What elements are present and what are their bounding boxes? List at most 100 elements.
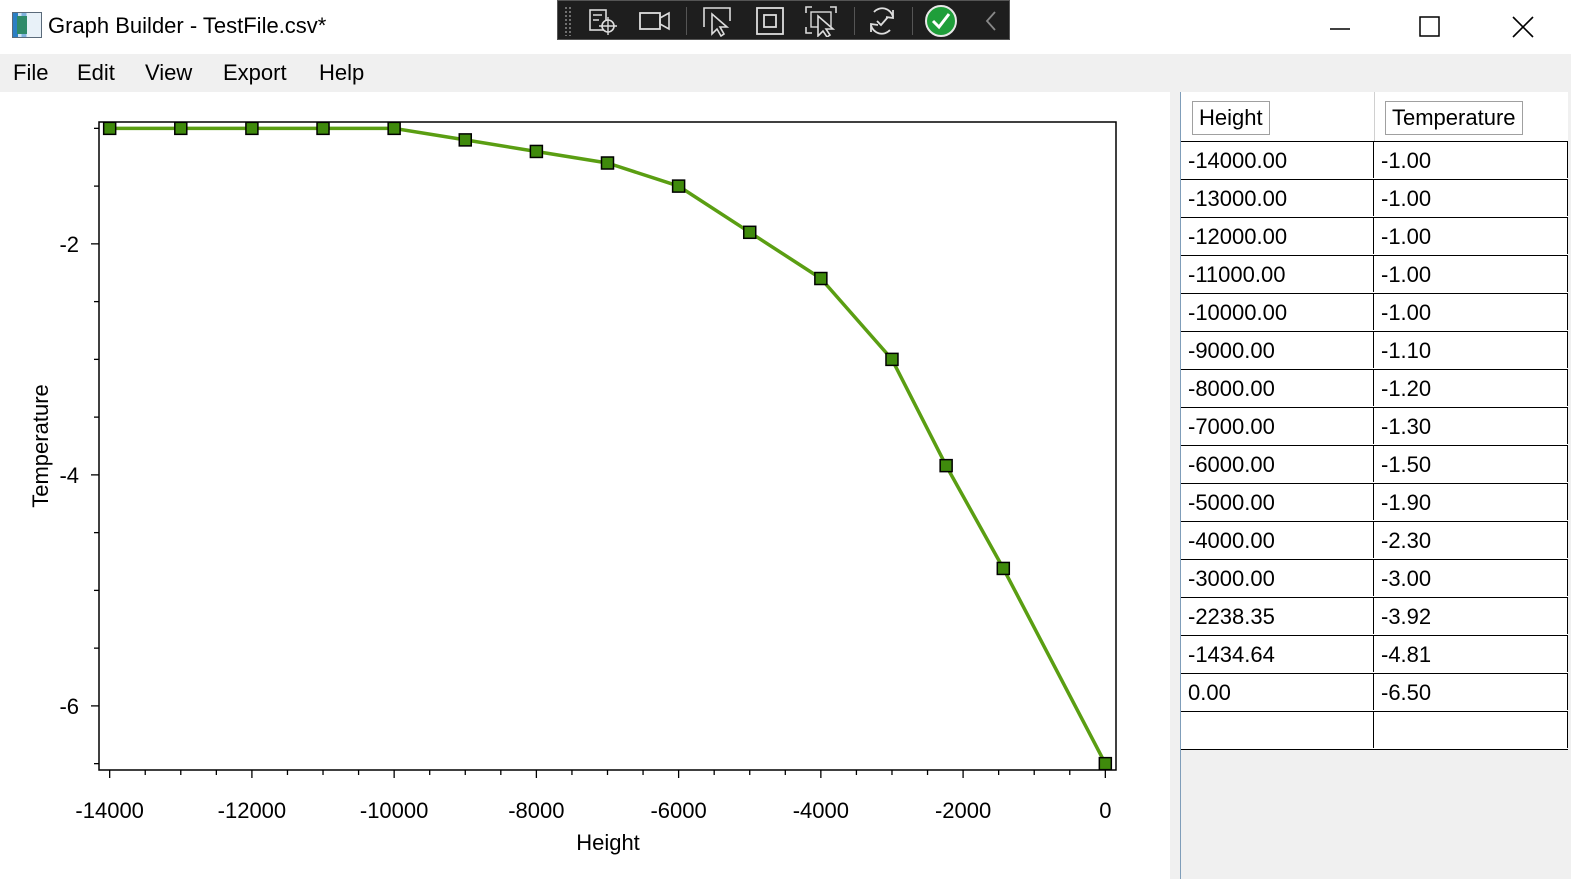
line-chart[interactable]: -14000 -12000 -10000 -8000 -6000 -4000 -2000 0 -… xyxy=(0,92,1170,879)
data-point[interactable] xyxy=(102,121,117,136)
table-row[interactable]: -7000.00 -1.30 xyxy=(1181,408,1568,446)
cell-temperature[interactable]: -1.00 xyxy=(1374,180,1568,216)
cell-height[interactable]: -2238.35 xyxy=(1181,598,1374,634)
data-point[interactable] xyxy=(671,179,686,193)
cell-temperature[interactable]: -3.00 xyxy=(1374,560,1568,596)
collapse-toolbar-button[interactable] xyxy=(974,4,1008,38)
cell-height[interactable]: -4000.00 xyxy=(1181,522,1374,558)
data-point[interactable] xyxy=(742,225,757,240)
cell-height[interactable]: -3000.00 xyxy=(1181,560,1374,596)
record-button[interactable] xyxy=(638,4,672,38)
data-point[interactable] xyxy=(1098,756,1113,771)
data-point[interactable] xyxy=(529,144,544,159)
cell-height[interactable]: -9000.00 xyxy=(1181,332,1374,368)
data-point[interactable] xyxy=(387,121,401,136)
toolbar-grip[interactable] xyxy=(564,6,572,36)
cell-temperature[interactable]: -1.50 xyxy=(1374,446,1568,482)
cell-height[interactable] xyxy=(1181,712,1374,748)
cell-height[interactable]: -11000.00 xyxy=(1181,256,1374,292)
cell-temperature[interactable]: -1.20 xyxy=(1374,370,1568,406)
data-point[interactable] xyxy=(245,121,259,136)
cell-temperature[interactable]: -1.00 xyxy=(1374,256,1568,292)
visual-tree-button[interactable] xyxy=(586,4,620,38)
table-row[interactable]: -11000.00 -1.00 xyxy=(1181,256,1568,294)
table-row[interactable]: -9000.00 -1.10 xyxy=(1181,332,1568,370)
menu-export[interactable]: Export xyxy=(223,60,287,85)
cell-height[interactable]: -6000.00 xyxy=(1181,446,1374,482)
table-row[interactable]: -10000.00 -1.00 xyxy=(1181,294,1568,332)
table-row[interactable]: -13000.00 -1.00 xyxy=(1181,180,1568,218)
maximize-icon xyxy=(1419,16,1440,37)
data-point[interactable] xyxy=(939,458,953,473)
x-axis-label: Height xyxy=(576,830,640,855)
hot-reload-button[interactable] xyxy=(865,4,899,38)
splitter[interactable] xyxy=(1170,92,1180,879)
table-row[interactable]: -6000.00 -1.50 xyxy=(1181,446,1568,484)
column-header-height[interactable]: Height xyxy=(1181,92,1375,141)
cell-temperature[interactable]: -6.50 xyxy=(1374,674,1568,710)
table-row[interactable]: -14000.00 -1.00 xyxy=(1181,142,1568,180)
data-point[interactable] xyxy=(996,561,1011,576)
column-header-temperature[interactable]: Temperature xyxy=(1374,92,1568,141)
data-point[interactable] xyxy=(600,156,615,170)
menu-edit[interactable]: Edit xyxy=(77,60,115,85)
table-row[interactable]: -5000.00 -1.90 xyxy=(1181,484,1568,522)
cell-temperature[interactable]: -4.81 xyxy=(1374,636,1568,672)
data-point[interactable] xyxy=(174,121,188,136)
x-tick-label: -14000 xyxy=(75,798,144,823)
data-point[interactable] xyxy=(458,133,473,147)
cell-temperature[interactable]: -1.00 xyxy=(1374,294,1568,330)
adorner-box-icon xyxy=(756,7,784,35)
series-markers xyxy=(102,121,1113,771)
hot-reload-icon xyxy=(870,7,894,35)
status-ok-button[interactable] xyxy=(924,4,958,38)
table-row[interactable]: -1434.64 -4.81 xyxy=(1181,636,1568,674)
column-header-label: Height xyxy=(1192,101,1270,135)
cell-height[interactable]: -13000.00 xyxy=(1181,180,1374,216)
cell-temperature[interactable] xyxy=(1374,712,1568,748)
cell-height[interactable]: 0.00 xyxy=(1181,674,1374,710)
track-focus-button[interactable] xyxy=(804,4,838,38)
cell-temperature[interactable]: -1.30 xyxy=(1374,408,1568,444)
select-element-button[interactable] xyxy=(700,4,734,38)
cell-height[interactable]: -10000.00 xyxy=(1181,294,1374,330)
menu-view[interactable]: View xyxy=(145,60,193,85)
axis-ticks xyxy=(91,127,1106,778)
close-button[interactable] xyxy=(1477,0,1569,54)
minimize-button[interactable] xyxy=(1294,0,1386,54)
cell-temperature[interactable]: -2.30 xyxy=(1374,522,1568,558)
maximize-button[interactable] xyxy=(1384,0,1476,54)
cell-temperature[interactable]: -3.92 xyxy=(1374,598,1568,634)
cell-temperature[interactable]: -1.90 xyxy=(1374,484,1568,520)
table-row[interactable]: -8000.00 -1.20 xyxy=(1181,370,1568,408)
table-row[interactable] xyxy=(1181,712,1568,750)
menu-file[interactable]: File xyxy=(13,60,49,85)
table-row[interactable]: -3000.00 -3.00 xyxy=(1181,560,1568,598)
data-point[interactable] xyxy=(316,121,330,136)
table-row[interactable]: -2238.35 -3.92 xyxy=(1181,598,1568,636)
data-point[interactable] xyxy=(814,271,828,286)
cell-height[interactable]: -7000.00 xyxy=(1181,408,1374,444)
display-adorners-button[interactable] xyxy=(753,4,787,38)
cell-height[interactable]: -12000.00 xyxy=(1181,218,1374,254)
table-row[interactable]: -4000.00 -2.30 xyxy=(1181,522,1568,560)
cursor-select-icon xyxy=(703,7,731,37)
cell-temperature[interactable]: -1.10 xyxy=(1374,332,1568,368)
x-tick-label: -4000 xyxy=(793,798,849,823)
table-row[interactable]: -12000.00 -1.00 xyxy=(1181,218,1568,256)
cell-height[interactable]: -14000.00 xyxy=(1181,142,1374,178)
cell-height[interactable]: -8000.00 xyxy=(1181,370,1374,406)
cell-temperature[interactable]: -1.00 xyxy=(1374,142,1568,178)
data-grid-pane: Height Temperature -14000.00 -1.00 -13000.… xyxy=(1180,92,1571,879)
menu-help[interactable]: Help xyxy=(319,60,365,85)
table-row[interactable]: 0.00 -6.50 xyxy=(1181,674,1568,712)
x-tick-label: -12000 xyxy=(218,798,287,823)
cell-height[interactable]: -5000.00 xyxy=(1181,484,1374,520)
x-tick-label: -8000 xyxy=(508,798,564,823)
menu-bar: File Edit View Export Help xyxy=(0,54,1571,92)
close-icon xyxy=(1512,16,1534,38)
element-select-icon xyxy=(589,9,617,35)
cell-height[interactable]: -1434.64 xyxy=(1181,636,1374,672)
cell-temperature[interactable]: -1.00 xyxy=(1374,218,1568,254)
data-point[interactable] xyxy=(885,352,899,367)
